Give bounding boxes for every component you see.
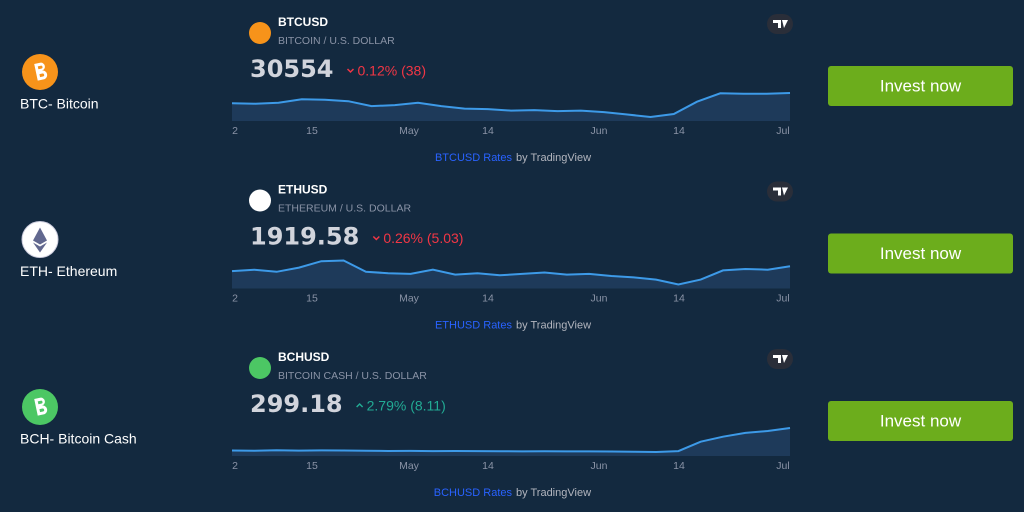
invest-button[interactable] [828,233,1013,274]
icon-glyph [34,62,48,81]
axis-label: 15 [306,125,318,137]
attribution: by TradingView [516,152,591,164]
price: 1919.58 [250,223,359,251]
sparkline-area [232,428,790,456]
asset-label: BCH- Bitcoin Cash [20,431,137,447]
attribution: by TradingView [516,487,591,499]
price: 299.18 [250,390,343,418]
axis-label: 14 [482,292,494,304]
axis-label: 14 [673,292,685,304]
change: 0.12% (38) [358,63,426,79]
axis-label: 14 [673,460,685,472]
axis-label: Jul [776,292,789,304]
axis-label: May [399,292,420,304]
icon-glyph [33,227,47,253]
change-arrow [372,235,380,241]
invest-button-label[interactable]: Invest now [880,76,962,95]
description: ETHEREUM / U.S. DOLLAR [278,202,411,214]
attribution: by TradingView [516,319,591,331]
change: 2.79% (8.11) [367,398,446,414]
rates-link[interactable]: ETHUSD Rates [435,319,513,331]
description: BITCOIN / U.S. DOLLAR [278,35,395,47]
axis-label: May [399,460,420,472]
axis-label: 2 [232,460,238,472]
axis-label: May [399,125,420,137]
axis-label: Jun [591,292,608,304]
axis-label: Jul [776,125,789,137]
axis-label: Jun [591,125,608,137]
rates-link[interactable]: BCHUSD Rates [434,487,513,499]
axis-label: 15 [306,292,318,304]
sparkline [231,92,791,119]
symbol: BCHUSD [278,350,330,364]
invest-button[interactable] [828,401,1013,441]
tv-logo-mark [773,187,788,196]
description: BITCOIN CASH / U.S. DOLLAR [278,370,427,382]
change: 0.26% (5.03) [383,230,463,246]
symbol-icon [249,189,271,212]
axis-label: 14 [482,460,494,472]
asset-label: ETH- Ethereum [20,263,117,279]
symbol-icon [249,22,271,44]
price: 30554 [250,55,334,83]
axis-label: 14 [673,125,685,137]
symbol: BTCUSD [278,15,328,29]
invest-button[interactable] [828,66,1013,106]
tv-logo-mark [773,355,788,363]
change-arrow [346,68,355,74]
tv-logo-mark [773,20,788,28]
rates-link[interactable]: BTCUSD Rates [435,152,513,164]
axis-label: 2 [232,292,238,304]
asset-row: BTC- Bitcoin BTCUSD BITCOIN / U.S. DOLLAR 3… [20,14,1013,164]
invest-button-label[interactable]: Invest now [880,244,962,263]
sparkline [231,427,791,454]
sparkline-area [232,93,790,121]
sparkline-area [232,260,790,289]
asset-row: ETH- Ethereum ETHUSD ETHEREUM / U.S. DOLLA… [20,181,1013,331]
symbol-icon [249,357,271,379]
symbol: ETHUSD [278,183,328,197]
axis-label: Jun [591,460,608,472]
sparkline [231,259,791,286]
axis-label: Jul [776,460,789,472]
axis-label: 2 [232,125,238,137]
invest-button-label[interactable]: Invest now [880,411,962,430]
change-arrow [356,402,364,408]
asset-row: BCH- Bitcoin Cash BCHUSD BITCOIN CASH / U.… [20,349,1013,499]
axis-label: 15 [306,460,318,472]
axis-label: 14 [482,125,494,137]
asset-label: BTC- Bitcoin [20,96,99,112]
icon-glyph [34,397,48,416]
